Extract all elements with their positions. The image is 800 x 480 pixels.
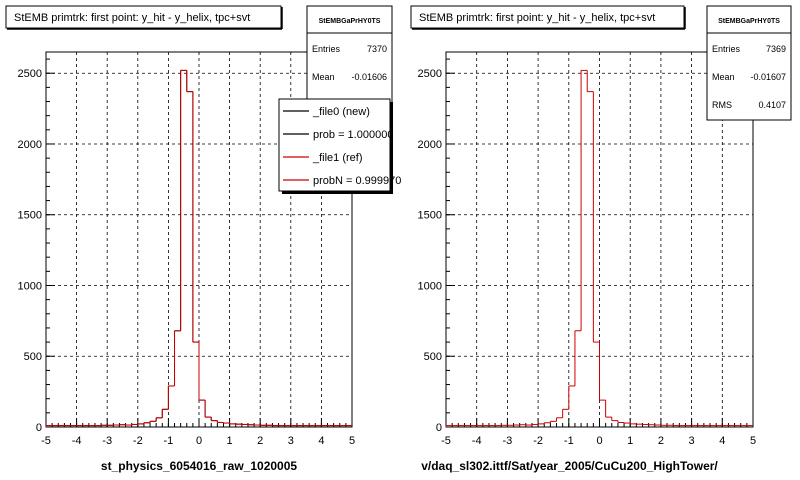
y-tick-label: 2000 [418, 139, 442, 151]
histogram-series-1 [445, 69, 753, 427]
x-tick-label: 0 [596, 435, 602, 447]
y-tick-label: 500 [424, 351, 442, 363]
x-tick-label: -5 [441, 435, 451, 447]
stats-value: -0.01607 [750, 72, 786, 82]
title-box [5, 5, 282, 29]
legend: _file0 (new) prob = 1.000000 _file1 (ref) p… [278, 98, 401, 194]
stats-value: 7369 [766, 44, 786, 54]
y-tick-label: 500 [24, 351, 42, 363]
y-tick-label: 1500 [18, 210, 42, 222]
x-tick-label: 5 [750, 435, 756, 447]
histogram-series-2 [45, 69, 352, 427]
stats-label: Mean [312, 72, 335, 82]
y-tick-label: 2000 [18, 139, 42, 151]
chart-title: StEMB primtrk: first point: y_hit - y_he… [14, 12, 250, 24]
x-tick-label: 5 [349, 435, 355, 447]
x-tick-label: -5 [41, 435, 51, 447]
x-tick-label: 0 [196, 435, 202, 447]
x-tick-label: 3 [689, 435, 695, 447]
stats-value: 7370 [367, 44, 387, 54]
stats-label: Mean [712, 72, 735, 82]
x-axis-label: v/daq_sl302.ittf/Sat/year_2005/CuCu200_H… [421, 459, 718, 473]
x-tick-label: -4 [472, 435, 482, 447]
legend-entry-label: _file1 (ref) [312, 152, 363, 164]
x-tick-label: -3 [503, 435, 513, 447]
y-tick-label: 2500 [418, 68, 442, 80]
chart-title: StEMB primtrk: first point: y_hit - y_he… [419, 12, 655, 24]
stats-name: StEMBGaPrHY0TS [718, 18, 780, 25]
y-tick-label: 0 [36, 422, 42, 434]
legend-box [278, 98, 391, 192]
x-tick-label: 1 [227, 435, 233, 447]
histogram-panel-2: -5 -4 -3 -2 -1 0 1 2 3 4 5 0 500 1000 1500 2000 2500 v/da… [410, 5, 792, 473]
legend-entry-label: _file0 (new) [312, 106, 370, 118]
legend-entry-label: probN = 0.999970 [313, 175, 401, 187]
stats-label: Entries [712, 44, 741, 54]
x-tick-label: 1 [627, 435, 633, 447]
x-tick-label: 4 [719, 435, 725, 447]
y-tick-label: 2500 [18, 68, 42, 80]
y-tick-label: 0 [436, 422, 442, 434]
stats-value: -0.01606 [351, 72, 387, 82]
stats-label: Entries [312, 44, 341, 54]
x-tick-label: 3 [288, 435, 294, 447]
x-tick-label: -4 [72, 435, 82, 447]
y-tick-label: 1000 [418, 280, 442, 292]
stats-label: RMS [712, 100, 732, 110]
x-tick-label: -2 [533, 435, 543, 447]
x-axis-label: st_physics_6054016_raw_1020005 [101, 459, 297, 473]
stats-name: StEMBGaPrHY0TS [319, 18, 381, 25]
histogram-panel-1: -5 -4 -3 -2 -1 0 1 2 3 4 5 0 500 1000 1500 2000 2500 st_p… [5, 5, 401, 473]
legend-entry-label: prob = 1.000000 [313, 129, 393, 141]
x-tick-label: 4 [318, 435, 324, 447]
y-tick-label: 1500 [418, 210, 442, 222]
x-tick-label: 2 [257, 435, 263, 447]
x-tick-label: 2 [658, 435, 664, 447]
title-box [410, 5, 685, 29]
x-tick-label: -3 [102, 435, 112, 447]
x-tick-label: -2 [133, 435, 143, 447]
x-tick-label: -1 [564, 435, 574, 447]
x-tick-label: -1 [164, 435, 174, 447]
y-tick-label: 1000 [18, 280, 42, 292]
grid-lines [446, 52, 753, 427]
stats-value: 0.4107 [758, 100, 786, 110]
stats-box [706, 5, 792, 121]
